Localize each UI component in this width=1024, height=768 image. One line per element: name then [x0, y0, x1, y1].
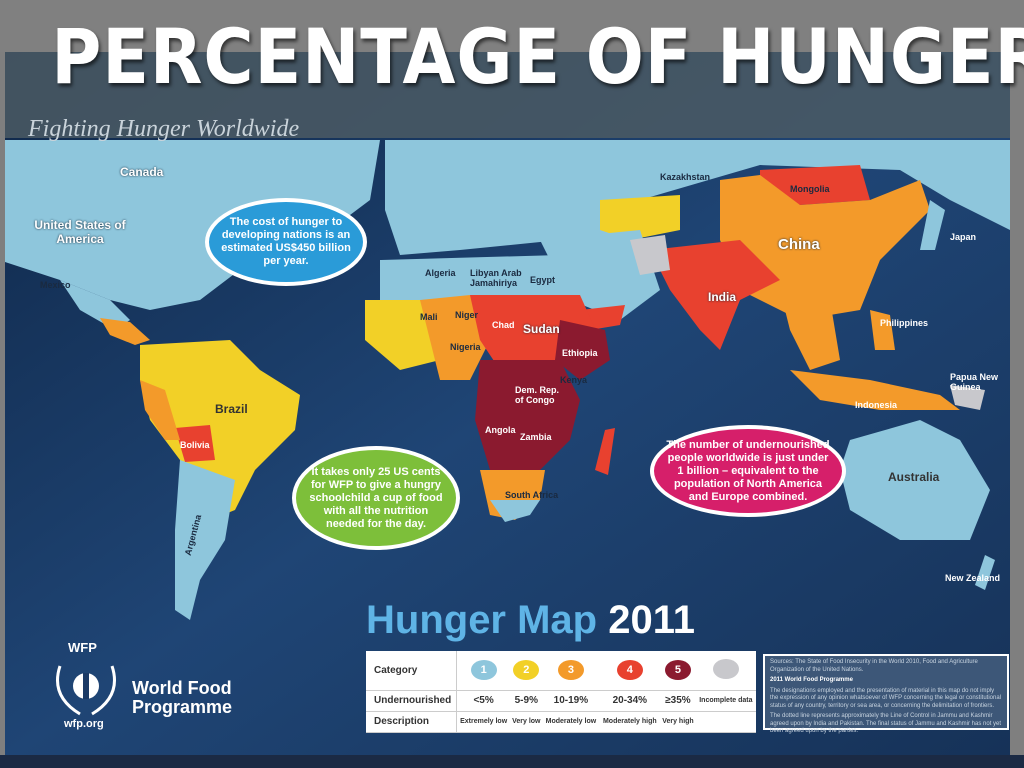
- region-argentina: [175, 460, 235, 620]
- label-indonesia: Indonesia: [855, 400, 898, 410]
- region-australia: [840, 420, 990, 540]
- label-nigeria: Nigeria: [450, 342, 481, 352]
- legend-range: 5-9%: [510, 690, 543, 712]
- legend-range: Incomplete data: [695, 690, 756, 712]
- bubble-cost-of-hunger: The cost of hunger to developing nations…: [205, 198, 367, 286]
- label-mali: Mali: [420, 312, 438, 322]
- map-title-year: 2011: [608, 598, 696, 642]
- region-afghanistan: [630, 235, 670, 275]
- sources-box: Sources: The State of Food Insecurity in…: [763, 654, 1009, 734]
- copyright-text: 2011 World Food Programme: [770, 677, 853, 683]
- region-central-america: [100, 318, 150, 345]
- label-sudan: Sudan: [523, 322, 560, 336]
- region-japan: [920, 200, 945, 250]
- legend-desc: Moderately high: [599, 711, 661, 734]
- wfp-acronym: WFP: [68, 640, 97, 655]
- legend-range: <5%: [456, 690, 511, 712]
- map-title: Hunger Map 2011: [366, 598, 695, 643]
- slide-title: PERCENTAGE OF HUNGER: [51, 12, 1024, 101]
- label-brazil: Brazil: [215, 402, 248, 416]
- label-new-zealand: New Zealand: [945, 573, 1001, 583]
- legend-desc: Very low: [510, 711, 543, 734]
- legend-desc: [695, 711, 756, 734]
- region-peru: [140, 380, 180, 440]
- legend-range: 20-34%: [599, 690, 661, 712]
- label-canada: Canada: [120, 165, 164, 179]
- label-ethiopia: Ethiopia: [562, 348, 598, 358]
- label-bolivia: Bolivia: [180, 440, 210, 450]
- label-mongolia: Mongolia: [790, 184, 830, 194]
- bubble-undernourished-count: The number of undernourished people worl…: [650, 425, 846, 517]
- label-libya: Libyan Arab Jamahiriya: [470, 268, 522, 288]
- region-central-asia: [600, 195, 680, 240]
- label-mexico: Mexico: [40, 280, 71, 290]
- region-philippines: [870, 310, 895, 350]
- label-kazakhstan: Kazakhstan: [660, 172, 711, 182]
- bubble-school-meal: It takes only 25 US cents for WFP to giv…: [292, 446, 460, 550]
- label-china: China: [778, 236, 820, 253]
- map-title-text: Hunger Map: [366, 598, 598, 642]
- wreath-emblem-icon: [56, 665, 116, 716]
- region-south-america: [140, 340, 300, 520]
- region-png: [950, 385, 985, 410]
- label-australia: Australia: [888, 470, 940, 484]
- legend-row-label: Undernourished: [366, 690, 457, 712]
- disclaimer-text: The designations employed and the presen…: [770, 687, 1002, 709]
- region-central-africa: [475, 360, 580, 470]
- label-india: India: [708, 290, 737, 304]
- label-drc: Dem. Rep. of Congo: [515, 385, 560, 405]
- legend-desc: Moderately low: [542, 711, 600, 734]
- region-india: [650, 240, 780, 350]
- label-south-africa: South Africa: [505, 490, 559, 500]
- label-zambia: Zambia: [520, 432, 552, 442]
- label-chad: Chad: [492, 320, 515, 330]
- legend-row-label: Description: [366, 711, 457, 734]
- label-egypt: Egypt: [530, 275, 556, 285]
- label-niger: Niger: [455, 310, 479, 320]
- legend-dot-1: 1: [470, 660, 497, 681]
- legend-dot-3: 3: [557, 660, 584, 681]
- wfp-url: wfp.org: [64, 718, 104, 730]
- label-algeria: Algeria: [425, 268, 456, 278]
- region-indonesia: [790, 370, 960, 410]
- kashmir-note: The dotted line represents approximately…: [770, 713, 1002, 734]
- legend: Category 1 2 3 4 5 Undernourished <5% 5-…: [366, 651, 756, 734]
- region-mongolia: [760, 165, 870, 205]
- label-angola: Angola: [485, 425, 516, 435]
- map-subtitle: Fighting Hunger Worldwide: [28, 116, 300, 142]
- legend-row-label: Category: [366, 651, 457, 691]
- legend-dot-incomplete: [712, 659, 739, 680]
- wfp-name-line1: World Food: [132, 678, 232, 698]
- legend-dot-4: 4: [616, 660, 643, 681]
- region-north-america: [5, 140, 380, 310]
- region-sahel-west: [365, 300, 440, 370]
- label-philippines: Philippines: [880, 318, 929, 328]
- region-sahel: [420, 295, 490, 380]
- bottom-band: [0, 755, 1024, 768]
- legend-dot-5: 5: [664, 660, 691, 681]
- region-madagascar: [595, 428, 615, 475]
- region-south-africa: [490, 500, 540, 522]
- region-mexico: [60, 280, 130, 330]
- label-usa: United States of America: [34, 218, 126, 246]
- wfp-name-line2: Programme: [132, 697, 233, 717]
- region-southeast-asia: [780, 290, 840, 370]
- region-new-zealand: [975, 555, 995, 590]
- title-band: [5, 52, 1010, 138]
- sources-text: Sources: The State of Food Insecurity in…: [770, 659, 978, 673]
- region-russia: [560, 140, 1010, 230]
- legend-desc: Very high: [660, 711, 696, 734]
- legend-range: ≥35%: [660, 690, 696, 712]
- region-north-africa: [380, 255, 570, 300]
- region-bolivia: [175, 425, 215, 462]
- legend-desc: Extremely low: [456, 711, 511, 734]
- top-band: [0, 0, 1024, 52]
- legend-range: 10-19%: [542, 690, 600, 712]
- legend-dot-2: 2: [513, 660, 540, 681]
- label-png: Papua New Guinea: [950, 372, 999, 392]
- region-ethiopia: [555, 320, 610, 380]
- label-japan: Japan: [950, 232, 977, 242]
- label-kenya: Kenya: [560, 375, 588, 385]
